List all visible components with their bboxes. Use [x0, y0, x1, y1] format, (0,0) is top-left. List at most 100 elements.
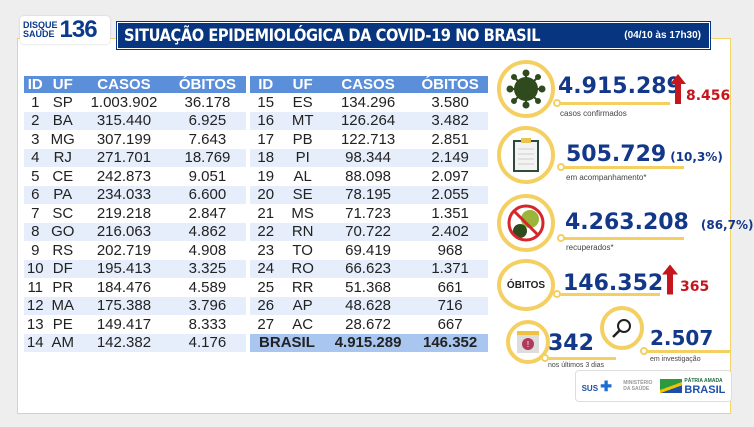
- table-cell: 27: [257, 315, 275, 333]
- total-obitos: 146.352: [412, 333, 488, 352]
- table-row: 4 RJ 271.701 18.769: [24, 148, 246, 167]
- virus-icon: [506, 69, 546, 109]
- flag-icon: [660, 379, 683, 393]
- obitos-badge: ÓBITOS: [497, 259, 555, 311]
- table-cell: 12: [24, 296, 47, 315]
- table-cell: 242.873: [96, 167, 152, 185]
- table-cell: 3.580: [431, 93, 469, 111]
- table-cell: 6.925: [168, 111, 246, 130]
- table-cell: 21: [257, 204, 275, 222]
- divider: [558, 293, 660, 296]
- divider-dot: [557, 163, 565, 171]
- table-row: 9 RS 202.719 4.908: [24, 241, 246, 260]
- table-cell: GO: [46, 222, 80, 241]
- table-cell: AP: [281, 296, 324, 315]
- table-cell: 1.371: [412, 259, 488, 278]
- table-cell: 4.862: [168, 222, 246, 241]
- divider: [562, 166, 684, 169]
- table-cell: 7: [31, 204, 40, 222]
- virus-icon-circle: [497, 60, 555, 118]
- divider-dot: [557, 234, 565, 242]
- table-row: 18 PI 98.344 2.149: [250, 148, 488, 167]
- table-row: 12 MA 175.388 3.796: [24, 296, 246, 315]
- deaths-delta: 365: [680, 279, 710, 295]
- table-cell: AC: [292, 315, 314, 333]
- table-cell: 142.382: [79, 333, 169, 352]
- table-cell: 98.344: [323, 148, 413, 167]
- table-cell: ES: [292, 93, 313, 111]
- table-header: ID UF CASOS ÓBITOS: [250, 76, 488, 93]
- table-cell: 216.063: [79, 222, 169, 241]
- table-row: 22 RN 70.722 2.402: [250, 222, 488, 241]
- table-cell: 2.149: [412, 148, 488, 167]
- table-cell: 24: [250, 259, 282, 278]
- table-row: 3 MG 307.199 7.643: [24, 130, 246, 149]
- table-cell: 195.413: [79, 259, 169, 278]
- column-header: ÓBITOS: [412, 76, 488, 93]
- table-cell: 3.325: [168, 259, 246, 278]
- total-label: BRASIL: [250, 333, 324, 352]
- recovered-value-row: 4.263.208 (86,7%): [565, 210, 753, 235]
- table-cell: 18: [250, 148, 282, 167]
- divider: [546, 357, 616, 360]
- column-header: CASOS: [79, 76, 169, 93]
- disque-saude-logo: DISQUE SAÚDE 136: [20, 16, 110, 44]
- table-cell: 10: [24, 259, 47, 278]
- table-cell: 175.388: [79, 296, 169, 315]
- table-cell: 20: [250, 185, 282, 204]
- ministry-text: MINISTÉRIO DA SAÚDE: [623, 380, 653, 392]
- table-cell: 968: [437, 241, 463, 259]
- table-row: 21 MS 71.723 1.351: [250, 204, 488, 223]
- gov-line2: BRASIL: [684, 384, 726, 396]
- table-cell: 8: [24, 222, 47, 241]
- table-row: 14 AM 142.382 4.176: [24, 333, 246, 352]
- table-cell: 1: [31, 93, 40, 111]
- table-cell: 4.589: [188, 278, 227, 296]
- no-virus-icon-circle: [497, 194, 555, 252]
- logo-number: 136: [59, 16, 98, 43]
- table-cell: 149.417: [96, 315, 152, 333]
- up-arrow-icon: [670, 74, 686, 104]
- update-date: (04/10 às 17h30): [624, 30, 701, 41]
- table-cell: RJ: [46, 148, 80, 167]
- table-cell: MS: [291, 204, 314, 222]
- table-cell: SP: [52, 93, 73, 111]
- table-cell: 69.419: [345, 241, 392, 259]
- table-cell: RO: [281, 259, 324, 278]
- magnifier-icon: [612, 319, 631, 338]
- table-cell: 36.178: [184, 93, 231, 111]
- investigation-label: em investigação: [650, 356, 701, 363]
- table-cell: 202.719: [96, 241, 152, 259]
- table-cell: 2.055: [412, 185, 488, 204]
- column-header: ID: [250, 76, 282, 93]
- table-row: 17 PB 122.713 2.851: [250, 130, 488, 149]
- footer-logos: SUS ✚ MINISTÉRIO DA SAÚDE PÁTRIA AMADA BR…: [575, 370, 732, 402]
- table-cell: 6: [24, 185, 47, 204]
- table-cell: 48.628: [323, 296, 413, 315]
- table-cell: 315.440: [79, 111, 169, 130]
- table-row: 6 PA 234.033 6.600: [24, 185, 246, 204]
- table-cell: 88.098: [345, 167, 392, 185]
- table-cell: 71.723: [345, 204, 392, 222]
- table-cell: 25: [257, 278, 275, 296]
- table-cell: 26: [250, 296, 282, 315]
- obitos-badge-label: ÓBITOS: [506, 279, 546, 291]
- svg-text:!: !: [527, 340, 529, 349]
- table-cell: 3.482: [412, 111, 488, 130]
- table-cell: PR: [52, 278, 74, 296]
- table-cell: 16: [250, 111, 282, 130]
- monitoring-label: em acompanhamento*: [566, 173, 647, 182]
- table-row: 8 GO 216.063 4.862: [24, 222, 246, 241]
- table-cell: 3: [31, 130, 40, 148]
- table-cell: 4: [24, 148, 47, 167]
- table-cell: 2.402: [412, 222, 488, 241]
- table-cell: 122.713: [340, 130, 396, 148]
- table-cell: PE: [52, 315, 73, 333]
- table-cell: 13: [26, 315, 44, 333]
- table-row: 20 SE 78.195 2.055: [250, 185, 488, 204]
- table-row: 1 SP 1.003.902 36.178: [24, 93, 246, 112]
- recovered-label: recuperados*: [566, 243, 614, 252]
- table-cell: DF: [46, 259, 80, 278]
- table-row: 15 ES 134.296 3.580: [250, 93, 488, 112]
- confirmed-value: 4.915.289: [558, 74, 682, 99]
